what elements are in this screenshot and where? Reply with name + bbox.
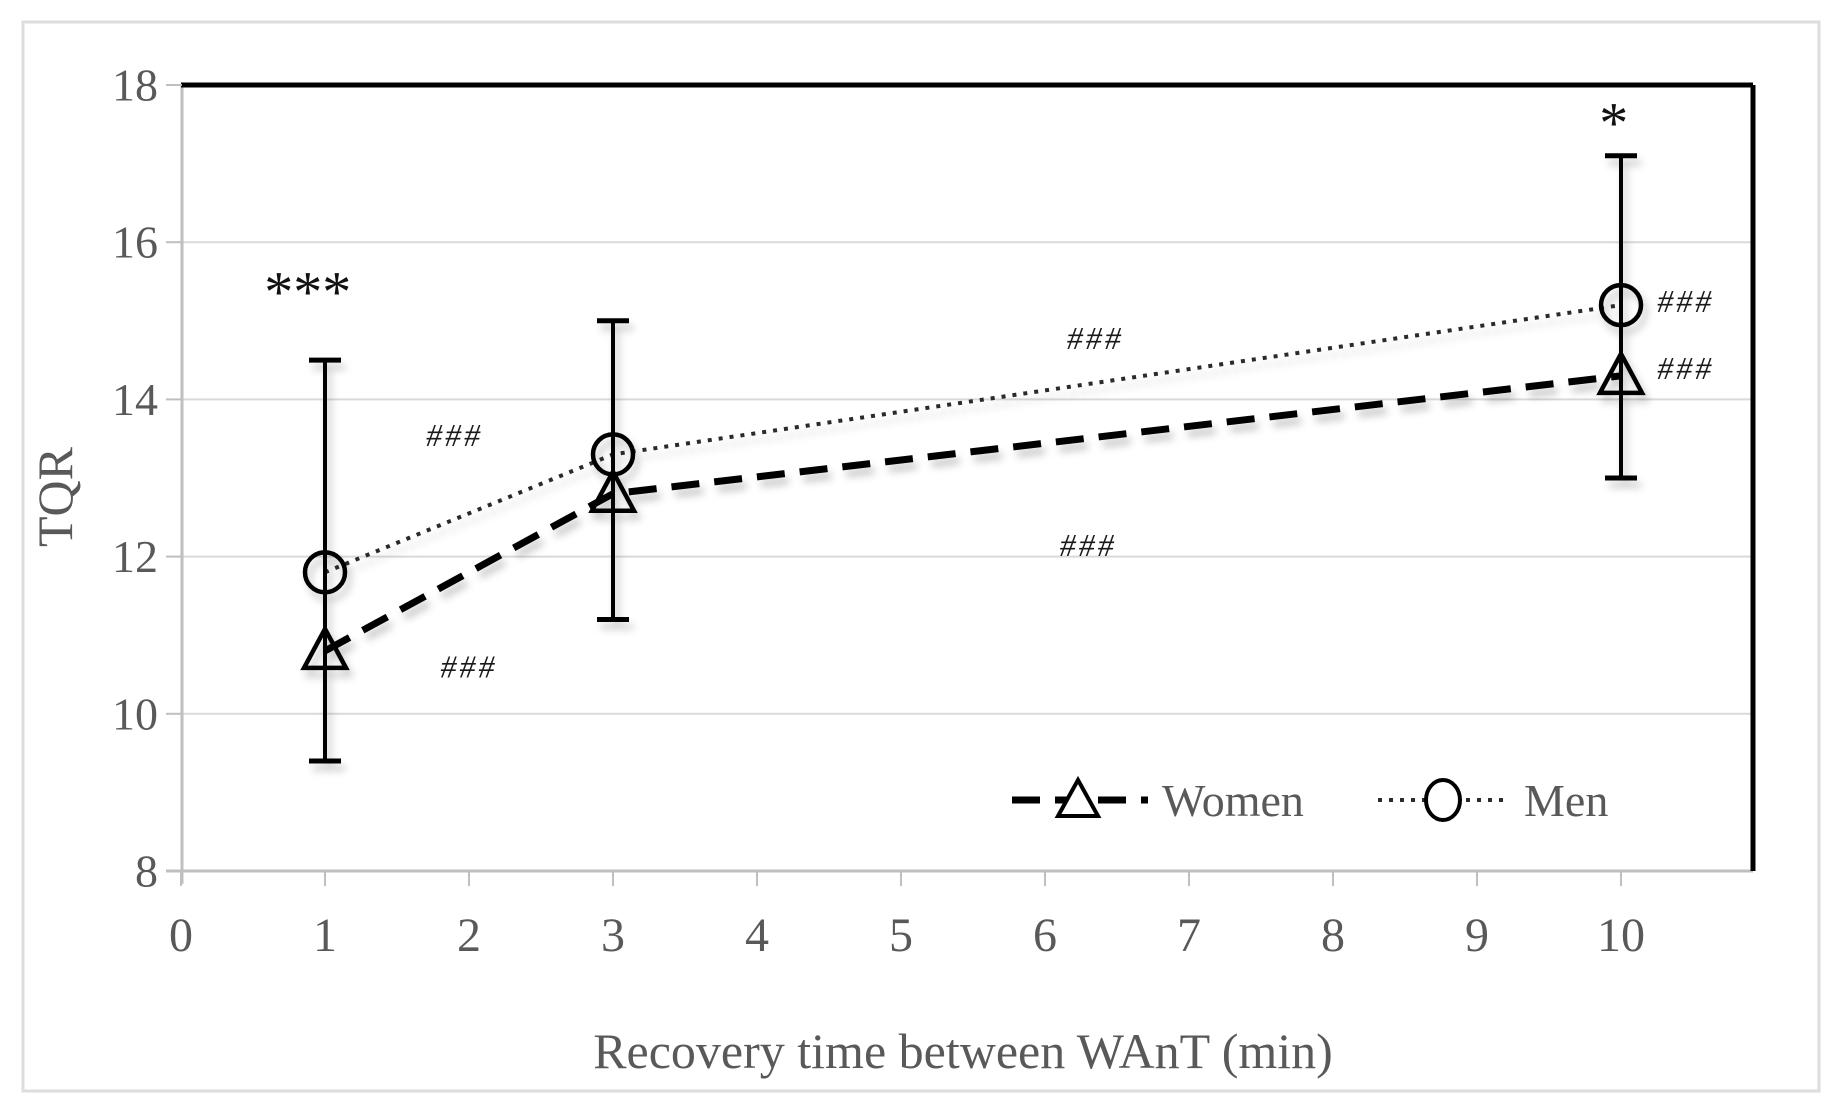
y-tick-label-16: 16 [112, 217, 158, 268]
x-tick-label-9: 9 [1465, 909, 1489, 962]
x-tick-label-2: 2 [457, 909, 481, 962]
legend-item-men: Men [1378, 775, 1608, 826]
figure-border [21, 20, 1821, 1093]
annotation-hash-3: ### [441, 649, 498, 685]
legend-label-women: Women [1162, 775, 1304, 826]
annotation-hash-2: ### [426, 417, 483, 453]
series-line-men [324, 303, 1622, 575]
x-tick-label-10: 10 [1597, 909, 1645, 962]
annotation-significance-0: *** [264, 259, 351, 324]
circle-marker-icon [1424, 778, 1462, 822]
x-tick-label-7: 7 [1177, 909, 1201, 962]
annotation-hash-6: ### [1657, 283, 1714, 319]
error-bar-x3 [597, 318, 629, 622]
annotation-hash-5: ### [1060, 527, 1117, 563]
y-axis-title: TQR [27, 446, 83, 547]
series-line-women [323, 372, 1622, 654]
y-tick-label-18: 18 [112, 60, 158, 111]
x-tick-label-1: 1 [313, 909, 337, 962]
annotation-hash-7: ### [1657, 350, 1714, 386]
x-tick-label-6: 6 [1033, 909, 1057, 962]
x-tick-label-5: 5 [889, 909, 913, 962]
x-tick-label-8: 8 [1321, 909, 1345, 962]
gridlines [182, 241, 1753, 715]
plot-series [300, 153, 1646, 764]
annotations: ****################## [264, 90, 1714, 685]
legend-label-men: Men [1524, 775, 1608, 826]
annotation-hash-4: ### [1067, 320, 1124, 356]
y-tick-label-14: 14 [112, 374, 158, 425]
annotation-significance-1: * [1599, 90, 1628, 155]
y-tick-label-8: 8 [135, 846, 158, 897]
axes [166, 82, 1756, 886]
triangle-marker-icon [1054, 775, 1102, 818]
x-tick-label-0: 0 [169, 909, 193, 962]
x-tick-label-4: 4 [745, 909, 769, 962]
error-bar-x1 [309, 357, 341, 764]
legend: Women Men [1012, 775, 1608, 826]
y-tick-label-10: 10 [112, 688, 158, 739]
legend-item-women: Women [1012, 775, 1304, 826]
y-tick-label-12: 12 [112, 531, 158, 582]
x-axis-title: Recovery time between WAnT (min) [593, 1023, 1333, 1079]
error-bar-x10 [1605, 153, 1637, 481]
x-tick-label-3: 3 [601, 909, 625, 962]
